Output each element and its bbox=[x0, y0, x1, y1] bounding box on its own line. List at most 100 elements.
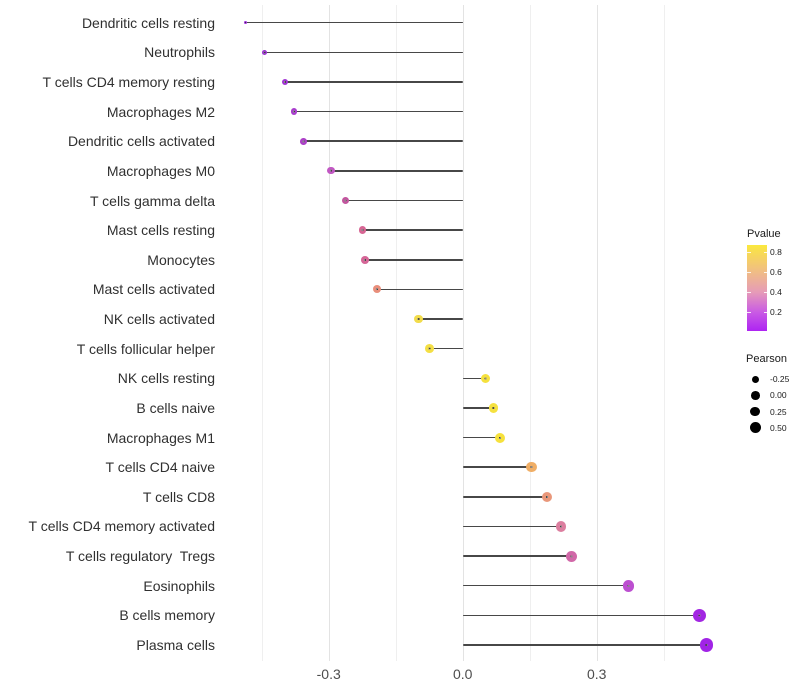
lollipop-stem bbox=[429, 347, 463, 350]
y-axis-label: T cells CD4 naive bbox=[105, 459, 215, 476]
y-axis-label: B cells memory bbox=[119, 607, 215, 624]
data-point-dot bbox=[488, 403, 499, 413]
pearson-legend-label: -0.25 bbox=[770, 374, 790, 384]
lollipop-stem bbox=[462, 644, 707, 646]
major-gridline bbox=[596, 5, 598, 661]
y-axis-label: T cells regulatory Tregs bbox=[65, 548, 215, 565]
y-axis-label: T cells CD8 bbox=[142, 488, 215, 505]
data-point-dot bbox=[358, 226, 367, 234]
legend-pvalue-title: Pvalue bbox=[747, 228, 781, 240]
minor-gridline bbox=[261, 5, 263, 661]
data-point-dot bbox=[361, 255, 370, 264]
lollipop-stem bbox=[462, 466, 532, 468]
data-point-dot bbox=[541, 491, 553, 503]
y-axis-label: Macrophages M2 bbox=[106, 103, 215, 120]
lollipop-stem bbox=[462, 377, 486, 380]
x-axis-tick-label: 0.3 bbox=[586, 666, 607, 682]
data-point-dot bbox=[327, 167, 335, 175]
pearson-legend-label: 0.25 bbox=[770, 406, 787, 417]
y-axis-label: B cells naive bbox=[136, 399, 215, 416]
lollipop-stem bbox=[330, 170, 463, 172]
lollipop-stem bbox=[294, 110, 463, 113]
lollipop-stem bbox=[462, 584, 629, 587]
data-point-dot bbox=[555, 521, 567, 532]
y-axis-label: T cells CD4 memory resting bbox=[42, 73, 215, 90]
x-axis-tick-label: -0.3 bbox=[316, 666, 341, 682]
data-point-dot bbox=[281, 78, 288, 86]
data-point-dot bbox=[414, 314, 423, 324]
lollipop-stem bbox=[365, 259, 463, 261]
pearson-legend-label: 0.50 bbox=[770, 422, 787, 433]
data-point-dot bbox=[622, 579, 635, 592]
data-point-dot bbox=[243, 21, 247, 25]
y-axis-label: Mast cells resting bbox=[106, 222, 215, 239]
y-axis-label: Neutrophils bbox=[144, 44, 215, 61]
pearson-legend-label: 0.00 bbox=[770, 390, 787, 401]
data-point-dot bbox=[526, 462, 537, 473]
data-point-dot bbox=[480, 373, 491, 383]
y-axis-label: Mast cells activated bbox=[92, 281, 215, 298]
lollipop-stem bbox=[303, 140, 463, 142]
data-point-dot bbox=[495, 432, 506, 443]
y-axis-label: Plasma cells bbox=[136, 637, 215, 653]
y-axis-label: NK cells activated bbox=[103, 311, 215, 328]
minor-gridline bbox=[395, 5, 397, 661]
colorbar-tick-label: 0.6 bbox=[770, 267, 782, 277]
x-axis-tick-label: 0.0 bbox=[452, 666, 473, 682]
pearson-legend-dot bbox=[750, 390, 760, 400]
y-axis-label: T cells CD4 memory activated bbox=[28, 518, 215, 535]
lollipop-stem bbox=[462, 436, 501, 439]
y-axis-label: T cells follicular helper bbox=[76, 340, 215, 357]
pearson-legend-dot bbox=[749, 422, 761, 434]
data-point-dot bbox=[424, 344, 434, 353]
colorbar-tick bbox=[747, 251, 751, 253]
colorbar-tick bbox=[747, 292, 751, 294]
lollipop-stem bbox=[462, 555, 572, 557]
colorbar-tick-label: 0.2 bbox=[770, 306, 782, 317]
data-point-dot bbox=[261, 49, 267, 55]
lollipop-stem bbox=[264, 51, 463, 54]
pvalue-colorbar bbox=[747, 245, 767, 331]
colorbar-tick bbox=[747, 311, 751, 313]
colorbar-tick bbox=[763, 292, 767, 294]
major-gridline bbox=[462, 5, 464, 661]
lollipop-stem bbox=[462, 496, 548, 498]
lollipop-stem bbox=[245, 21, 463, 24]
y-axis-label: NK cells resting bbox=[117, 370, 215, 387]
y-axis-label: T cells gamma delta bbox=[89, 192, 215, 209]
y-axis-label: Monocytes bbox=[147, 251, 215, 268]
lollipop-stem bbox=[377, 288, 463, 291]
colorbar-tick-label: 0.8 bbox=[770, 246, 782, 257]
colorbar-tick-label: 0.4 bbox=[770, 287, 782, 298]
data-point-dot bbox=[565, 550, 577, 562]
minor-gridline bbox=[529, 5, 531, 661]
y-axis-label: Macrophages M0 bbox=[106, 162, 215, 179]
data-point-dot bbox=[699, 638, 714, 652]
colorbar-tick bbox=[747, 272, 751, 273]
y-axis-label: Dendritic cells resting bbox=[81, 14, 215, 31]
data-point-dot bbox=[342, 196, 350, 205]
lollipop-stem bbox=[418, 318, 463, 320]
data-point-dot bbox=[300, 137, 307, 145]
data-point-dot bbox=[373, 285, 382, 294]
major-gridline bbox=[328, 5, 330, 661]
lollipop-stem bbox=[462, 525, 561, 528]
pearson-legend-dot bbox=[751, 375, 759, 383]
lollipop-stem bbox=[462, 614, 700, 617]
pearson-legend-dot bbox=[750, 406, 761, 417]
legend-pearson-title: Pearson bbox=[746, 353, 787, 365]
colorbar-tick bbox=[763, 251, 767, 253]
data-point-dot bbox=[693, 608, 707, 622]
lollipop-stem bbox=[362, 229, 463, 231]
y-axis-label: Eosinophils bbox=[143, 577, 215, 594]
y-axis-label: Dendritic cells activated bbox=[67, 133, 215, 150]
lollipop-stem bbox=[284, 81, 463, 83]
data-point-dot bbox=[291, 108, 298, 115]
y-axis-label: Macrophages M1 bbox=[106, 429, 215, 446]
colorbar-tick bbox=[763, 272, 767, 273]
lollipop-stem bbox=[345, 199, 463, 202]
lollipop-stem bbox=[462, 407, 494, 409]
minor-gridline bbox=[663, 5, 665, 661]
colorbar-tick bbox=[763, 311, 767, 313]
